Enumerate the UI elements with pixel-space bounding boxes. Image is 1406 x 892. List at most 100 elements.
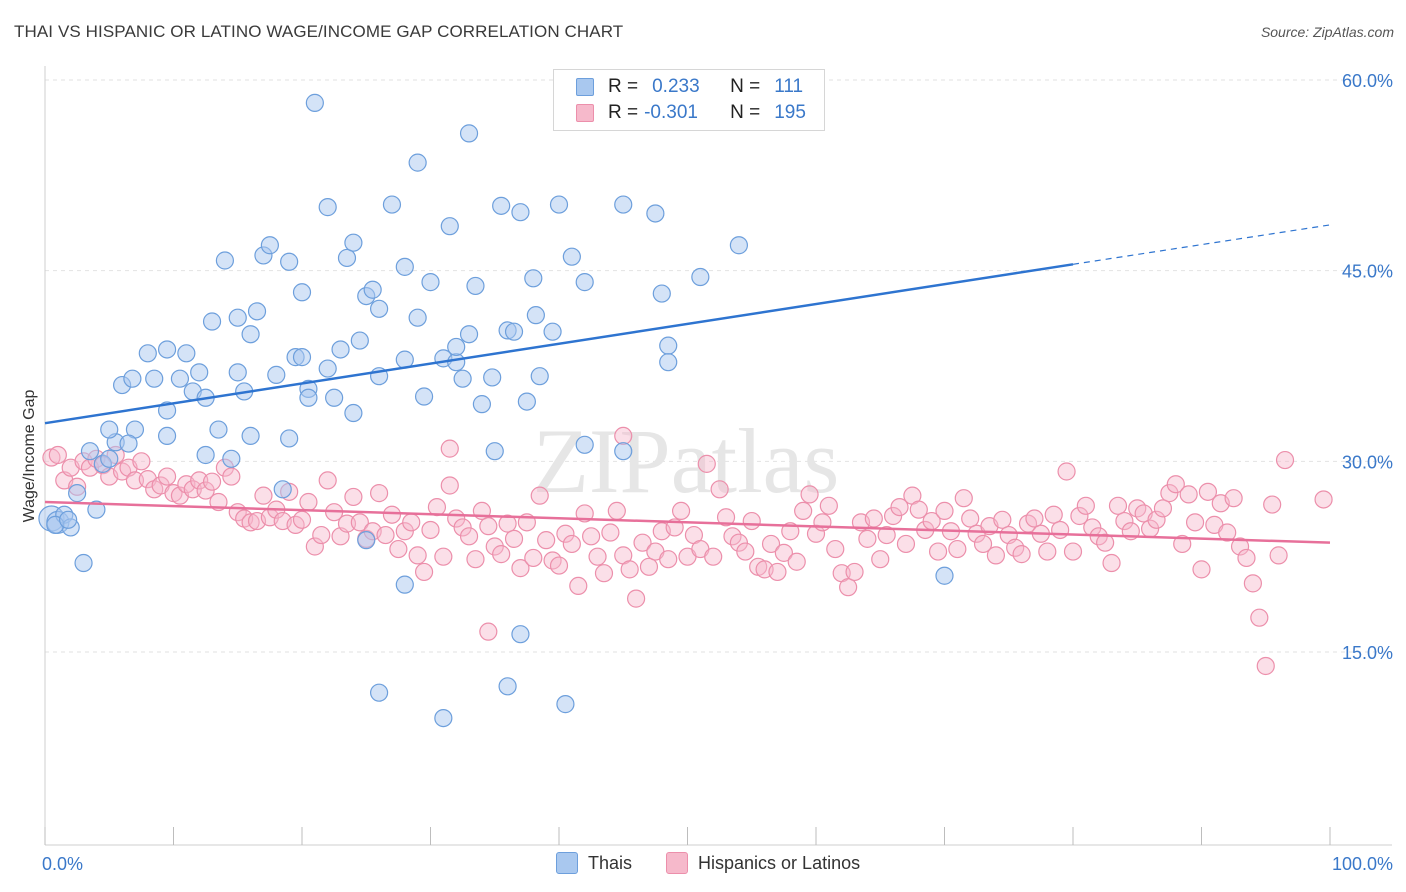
hispanics-point bbox=[1243, 574, 1263, 593]
thais-point bbox=[511, 203, 530, 222]
hispanics-point bbox=[370, 484, 389, 503]
thais-point bbox=[459, 325, 479, 344]
hispanics-point bbox=[292, 510, 312, 529]
grid-lines bbox=[45, 79, 1392, 653]
hispanics-point bbox=[1012, 545, 1031, 564]
hispanics-point bbox=[1096, 533, 1115, 552]
hispanics-point bbox=[826, 539, 845, 559]
hispanics-point bbox=[1025, 509, 1044, 528]
thais-point bbox=[80, 442, 100, 461]
thais-point bbox=[292, 348, 312, 367]
x-tick-label: 0.0% bbox=[42, 854, 83, 874]
hispanics-point bbox=[1256, 656, 1275, 676]
hispanics-point bbox=[1147, 510, 1166, 529]
hispanics-point bbox=[222, 467, 241, 486]
hispanics-point bbox=[125, 471, 145, 490]
hispanics-point bbox=[1108, 496, 1128, 515]
hispanics-point bbox=[1263, 495, 1282, 514]
hispanics-point bbox=[909, 500, 928, 519]
hispanics-point bbox=[659, 550, 678, 569]
thais-point bbox=[170, 369, 190, 388]
thais-point bbox=[646, 204, 665, 223]
thais-point bbox=[228, 308, 247, 327]
hispanics-point bbox=[1063, 542, 1083, 561]
hispanics-point bbox=[530, 486, 549, 505]
hispanics-point bbox=[485, 537, 504, 556]
hispanics-point bbox=[337, 514, 357, 533]
hispanics-point bbox=[890, 497, 909, 517]
legend-r-label: R = bbox=[608, 102, 639, 123]
legend-r-value: 0.233 bbox=[652, 76, 700, 97]
hispanics-point bbox=[421, 520, 440, 540]
hispanics-point bbox=[299, 492, 318, 512]
thais-point bbox=[659, 353, 678, 372]
hispanics-point bbox=[1044, 505, 1063, 524]
thais-point bbox=[526, 306, 545, 325]
thais-point bbox=[292, 283, 312, 302]
y-tick-label: 30.0% bbox=[1342, 452, 1393, 472]
thais-point bbox=[215, 251, 234, 270]
hispanics-point bbox=[504, 529, 524, 548]
legend-swatch-blue bbox=[576, 78, 594, 96]
thais-point bbox=[652, 284, 671, 303]
hispanics-point bbox=[710, 480, 729, 499]
hispanics-point bbox=[1038, 542, 1057, 561]
legend-n-label: N = bbox=[730, 102, 761, 123]
thais-point bbox=[729, 236, 749, 255]
thais-point bbox=[357, 531, 376, 550]
thais-point bbox=[414, 387, 434, 406]
thais-point bbox=[318, 359, 337, 378]
hispanics-point bbox=[305, 537, 324, 556]
hispanics-point bbox=[768, 562, 787, 582]
hispanics-point bbox=[1051, 520, 1070, 540]
hispanics-point bbox=[671, 501, 691, 521]
legend-item-thais[interactable]: Thais bbox=[556, 852, 632, 874]
thais-point bbox=[524, 269, 543, 288]
hispanics-point bbox=[376, 525, 395, 545]
thais-point bbox=[177, 344, 196, 363]
hispanics-point bbox=[871, 550, 890, 569]
hispanics-point bbox=[993, 510, 1012, 529]
thais-point bbox=[440, 217, 459, 236]
thais-point bbox=[395, 575, 414, 594]
source-attribution: Source: ZipAtlas.com bbox=[1260, 24, 1394, 40]
hispanics-point bbox=[736, 542, 755, 561]
hispanics-point bbox=[1314, 490, 1333, 509]
thais-point bbox=[370, 299, 389, 318]
hispanics-point bbox=[813, 513, 832, 532]
y-tick-label: 15.0% bbox=[1342, 643, 1393, 663]
hispanics-point bbox=[183, 480, 202, 499]
thais-point bbox=[483, 368, 502, 387]
thais-point bbox=[472, 395, 491, 414]
hispanics-point bbox=[1166, 475, 1185, 494]
thais-point bbox=[370, 683, 389, 702]
thais-point bbox=[68, 484, 87, 503]
hispanics-point bbox=[800, 485, 819, 504]
thais-point bbox=[100, 420, 119, 439]
hispanics-point bbox=[601, 523, 620, 542]
thais-point bbox=[575, 435, 594, 454]
hispanics-point bbox=[594, 564, 614, 583]
thais-point bbox=[273, 480, 292, 499]
thais-point bbox=[543, 322, 562, 341]
thais-point bbox=[517, 392, 536, 411]
hispanics-trend-line bbox=[44, 500, 1331, 544]
hispanics-point bbox=[1198, 482, 1218, 501]
thais-point bbox=[299, 388, 318, 407]
series-hispanics-points bbox=[42, 426, 1333, 676]
legend-item-hispanics[interactable]: Hispanics or Latinos bbox=[666, 852, 860, 874]
hispanics-point bbox=[318, 471, 337, 490]
thais-point bbox=[305, 93, 324, 112]
hispanics-point bbox=[883, 506, 903, 526]
thais-point bbox=[575, 273, 594, 292]
hispanics-point bbox=[408, 546, 427, 565]
hispanics-point bbox=[190, 471, 209, 490]
legend-swatch-blue bbox=[556, 852, 578, 874]
hispanics-point bbox=[704, 547, 723, 566]
hispanics-point bbox=[492, 545, 511, 564]
thais-point bbox=[459, 124, 479, 143]
hispanics-point bbox=[1179, 485, 1198, 504]
hispanics-point bbox=[716, 508, 736, 527]
hispanics-point bbox=[466, 550, 485, 569]
thais-point bbox=[614, 195, 633, 214]
